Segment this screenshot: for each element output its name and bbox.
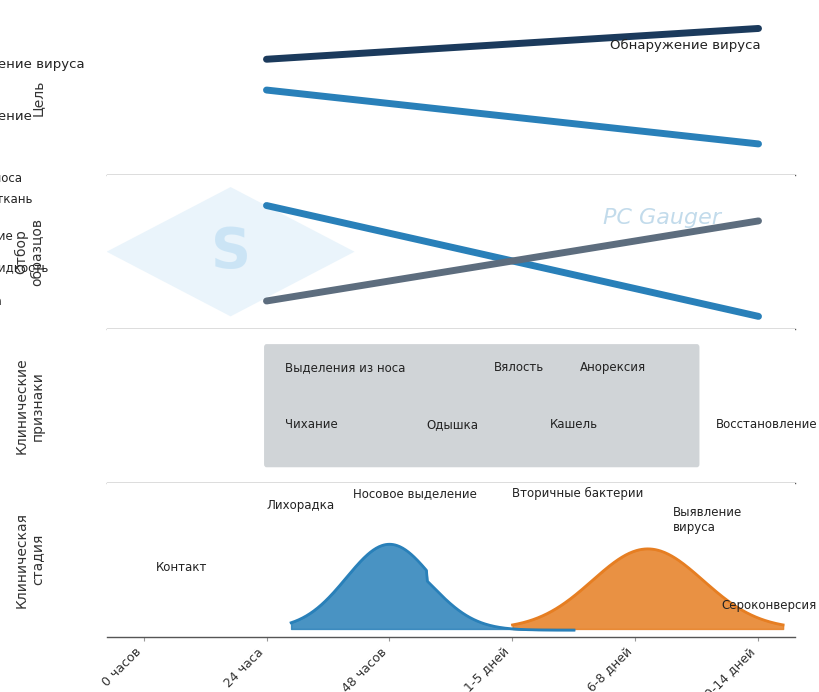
Text: Легочная ткань: Легочная ткань	[0, 193, 33, 206]
Text: Сероконверсия: Сероконверсия	[721, 599, 816, 612]
Text: Кашель: Кашель	[549, 418, 597, 430]
FancyBboxPatch shape	[264, 344, 699, 467]
Text: Восстановление: Восстановление	[714, 418, 816, 430]
Y-axis label: Клиническая
стадия: Клиническая стадия	[15, 511, 44, 608]
Text: S: S	[210, 225, 251, 279]
Text: Одышка: Одышка	[426, 418, 477, 430]
Text: Выделения из носа: Выделения из носа	[285, 361, 405, 374]
Text: Сыворотка: Сыворотка	[0, 295, 2, 308]
Text: Обнаружение вируса: Обнаружение вируса	[0, 57, 85, 71]
Text: Обнаружение вируса: Обнаружение вируса	[609, 39, 760, 53]
Text: Чихание: Чихание	[285, 418, 337, 430]
Text: Вялость: Вялость	[493, 361, 544, 374]
Text: Выявление
вируса: Выявление вируса	[672, 506, 740, 534]
Text: Промывание
легких: Промывание легких	[0, 230, 13, 258]
Text: Обнаружение
антитела: Обнаружение антитела	[0, 110, 32, 138]
Y-axis label: Отбор
образцов: Отбор образцов	[14, 218, 44, 286]
Text: Мазок из носа: Мазок из носа	[0, 172, 22, 185]
Y-axis label: Клинические
признаки: Клинические признаки	[15, 357, 44, 454]
Text: Носовое выделение: Носовое выделение	[352, 487, 476, 500]
Text: PC Gauger: PC Gauger	[602, 208, 720, 228]
Text: Лихорадка: Лихорадка	[266, 499, 334, 512]
Text: Вторичные бактерии: Вторичные бактерии	[512, 487, 643, 500]
Polygon shape	[106, 187, 354, 316]
Text: Ротовая жидкость: Ротовая жидкость	[0, 261, 48, 274]
Y-axis label: Цель: Цель	[30, 80, 44, 116]
Text: Контакт: Контакт	[156, 561, 207, 574]
Text: Анорексия: Анорексия	[579, 361, 645, 374]
